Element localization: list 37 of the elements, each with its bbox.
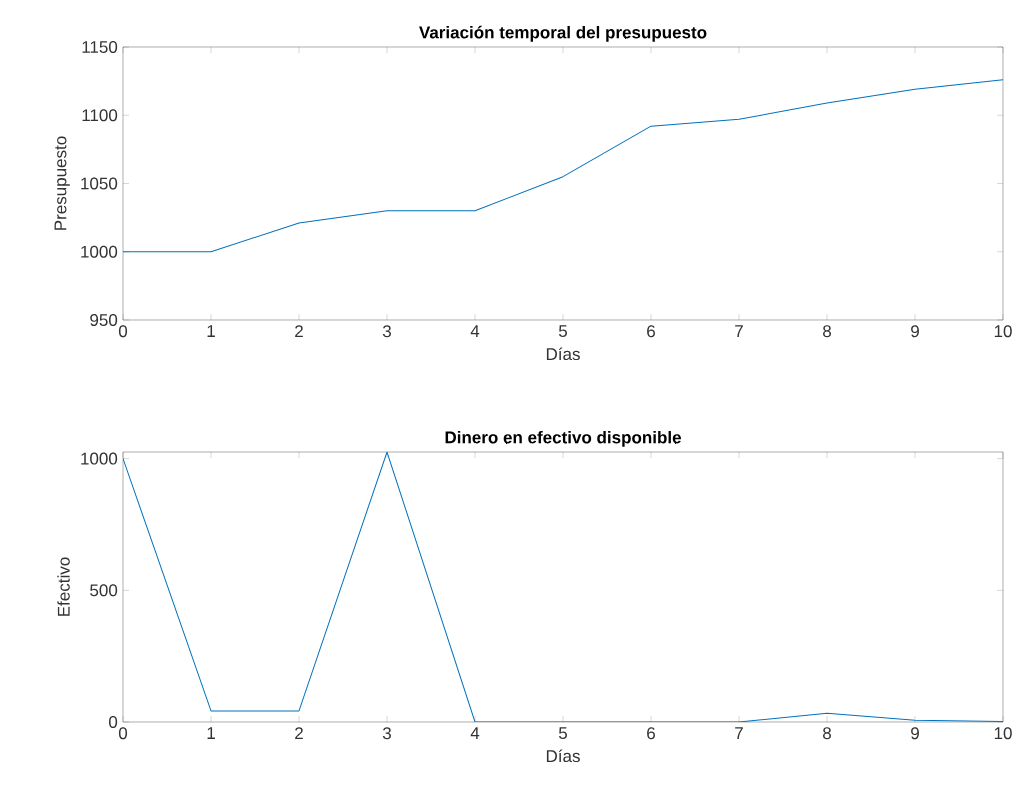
x-tick-label: 8 xyxy=(823,727,831,740)
y-axis-title: Presupuesto xyxy=(54,136,70,230)
x-tick-label: 7 xyxy=(735,727,743,739)
y-tick-label: 1100 xyxy=(82,109,118,122)
y-tick-label: 500 xyxy=(90,584,118,597)
y-axis-title: Efectivo xyxy=(57,557,70,616)
y-tick-label: 1050 xyxy=(81,177,118,190)
x-tick-label: 3 xyxy=(382,727,391,740)
y-tick-label: 1150 xyxy=(82,40,118,54)
y-tick-label: 1000 xyxy=(81,245,118,258)
x-tick-label: 3 xyxy=(382,325,391,338)
x-tick-label: 10 xyxy=(994,325,1012,338)
x-tick-label: 6 xyxy=(647,727,655,740)
x-tick-label: 6 xyxy=(647,325,655,338)
x-tick-label: 2 xyxy=(295,727,303,740)
x-tick-label: 1 xyxy=(207,727,215,739)
y-tick-label: 950 xyxy=(90,313,118,327)
x-tick-label: 5 xyxy=(558,325,568,338)
x-axis-title: Días xyxy=(546,749,580,763)
chart-title: Variación temporal del presupuesto xyxy=(419,25,707,42)
x-tick-label: 4 xyxy=(470,727,480,739)
x-tick-label: 9 xyxy=(911,325,919,338)
x-tick-label: 4 xyxy=(470,325,480,337)
x-tick-label: 0 xyxy=(118,325,128,338)
x-tick-label: 0 xyxy=(118,727,128,740)
x-tick-label: 2 xyxy=(295,325,303,338)
x-tick-label: 7 xyxy=(735,325,743,337)
x-axis-title: Días xyxy=(546,347,580,361)
y-tick-label: 1000 xyxy=(81,452,118,465)
x-tick-label: 10 xyxy=(994,727,1012,740)
x-tick-label: 9 xyxy=(911,727,919,740)
line-series xyxy=(123,79,1004,253)
x-tick-label: 5 xyxy=(558,727,568,740)
x-tick-label: 8 xyxy=(823,325,831,338)
chart-title: Dinero en efectivo disponible xyxy=(445,430,681,447)
y-tick-label: 0 xyxy=(109,715,118,729)
x-tick-label: 1 xyxy=(207,325,215,337)
